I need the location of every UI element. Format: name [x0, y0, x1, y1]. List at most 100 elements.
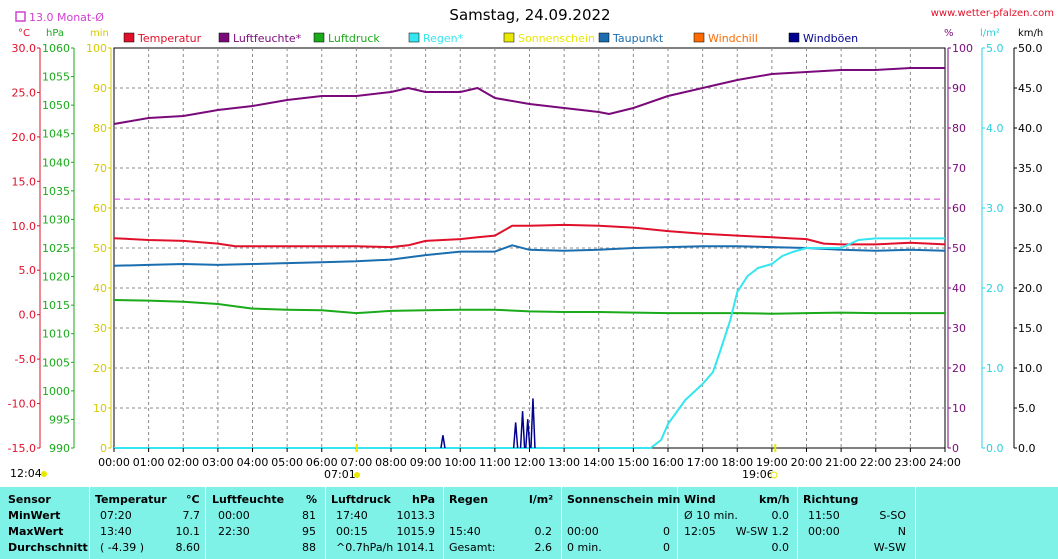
right-axis-tick-label: 80: [952, 122, 966, 135]
stat-h-val: 81: [302, 509, 316, 522]
left-axis-tick-label: 1050: [42, 99, 70, 112]
stat-w-time: Ø 10 min.: [684, 509, 738, 522]
header-wind: Wind: [684, 493, 716, 506]
right-axis-tick-label: 40.0: [1018, 122, 1043, 135]
stat-s-val: 0: [663, 541, 670, 554]
legend-swatch: [503, 32, 515, 43]
divider: [915, 487, 916, 559]
left-axis-unit: °C: [18, 28, 30, 39]
x-axis-tick-label: 23:00: [895, 456, 927, 469]
header-temperature-unit: °C: [186, 493, 200, 506]
legend-label: Taupunkt: [612, 32, 664, 45]
stat-w-val: W-SW 1.2: [735, 525, 789, 538]
divider: [797, 487, 798, 559]
statistics-table: Sensor Temperatur °C Luftfeuchte % Luftd…: [0, 487, 1058, 559]
stat-h-time: 00:00: [218, 509, 250, 522]
left-axis-unit: min: [90, 28, 109, 39]
header-humidity: Luftfeuchte: [212, 493, 285, 506]
right-axis-tick-label: 10: [952, 402, 966, 415]
left-axis-tick-label: 60: [93, 202, 107, 215]
x-axis-tick-label: 09:00: [410, 456, 442, 469]
stat-t-time: 07:20: [100, 509, 132, 522]
stat-h-time: 22:30: [218, 525, 250, 538]
left-axis-tick-label: -10.0: [8, 398, 36, 411]
right-axis-tick-label: 90: [952, 82, 966, 95]
stat-label: MaxWert: [8, 525, 64, 538]
left-axis-tick-label: 50: [93, 242, 107, 255]
x-axis-tick-label: 21:00: [825, 456, 857, 469]
divider: [205, 487, 206, 559]
weather-chart: °C 30.0 25.0 20.0 15.0 10.0 5.0 0.0 -5.0 -10.0 -15…: [7, 6, 1054, 481]
stat-t-time: 13:40: [100, 525, 132, 538]
x-axis-tick-label: 24:00: [929, 456, 961, 469]
divider: [89, 487, 90, 559]
series-line-taupunkt: [113, 244, 946, 267]
series-line-regen: [114, 237, 945, 449]
legend-label: Sonnenschein: [518, 32, 595, 45]
header-sensor: Sensor: [8, 493, 51, 506]
right-axis-tick-label: 1.0: [986, 362, 1004, 375]
stat-r-val: 0.2: [534, 525, 553, 538]
x-axis-tick-label: 06:00: [306, 456, 338, 469]
legend-swatch: [123, 32, 135, 43]
windboeen-spike: [512, 422, 519, 449]
stat-s-time: 00:00: [567, 525, 599, 538]
x-axis-tick-label: 18:00: [721, 456, 753, 469]
left-axis-tick-label: 1045: [42, 128, 70, 141]
sunset-icon: [770, 471, 778, 479]
daylength-label: 12:04: [10, 467, 42, 480]
left-axis-tick-label: 1010: [42, 328, 70, 341]
right-axis-tick-label: 10.0: [1018, 362, 1043, 375]
stat-w-val: 0.0: [771, 509, 790, 522]
header-pressure-unit: hPa: [412, 493, 436, 506]
x-axis-tick-label: 14:00: [583, 456, 615, 469]
left-axis-tick-label: 1025: [42, 242, 70, 255]
divider: [443, 487, 444, 559]
left-axis-tick-label: 5.0: [19, 264, 37, 277]
sun-icon: [41, 471, 47, 477]
right-axis-tick-label: 20: [952, 362, 966, 375]
right-axis-tick-label: 50: [952, 242, 966, 255]
left-axis-tick-label: 70: [93, 162, 107, 175]
stat-r-time: Gesamt:: [449, 541, 496, 554]
right-axis-tick-label: 2.0: [986, 282, 1004, 295]
legend-label: Luftdruck: [328, 32, 380, 45]
stat-t-val: 8.60: [175, 541, 201, 554]
header-temperature: Temperatur: [95, 493, 167, 506]
right-axis-tick-label: 5.0: [986, 42, 1004, 55]
right-axis-tick-label: 60: [952, 202, 966, 215]
right-axis-tick-label: 45.0: [1018, 82, 1043, 95]
left-axis-tick-label: 990: [49, 442, 70, 455]
x-axis-tick-label: 13:00: [548, 456, 580, 469]
stat-s-time: 0 min.: [567, 541, 602, 554]
stat-d-time: 00:00: [808, 525, 840, 538]
right-axis-tick-label: 15.0: [1018, 322, 1043, 335]
x-axis-tick-label: 20:00: [791, 456, 823, 469]
right-axis-tick-label: 100: [952, 42, 973, 55]
header-humidity-unit: %: [306, 493, 318, 506]
series-layer: [113, 67, 946, 449]
stat-p-val: 1014.1: [396, 541, 436, 554]
series-line-temperatur: [113, 223, 946, 249]
site-link[interactable]: www.wetter-pfalzen.com: [931, 8, 1054, 19]
right-axis-tick-label: 5.0: [1018, 402, 1036, 415]
header-rain: Regen: [449, 493, 489, 506]
stat-s-val: 0: [663, 525, 670, 538]
monthly-avg-icon: [15, 11, 26, 22]
right-axis-tick-label: 3.0: [986, 202, 1004, 215]
x-axis-tick-label: 05:00: [271, 456, 303, 469]
left-axis-tick-label: 10.0: [12, 220, 37, 233]
axes-layer: °C 30.0 25.0 20.0 15.0 10.0 5.0 0.0 -5.0 -10.0 -15…: [8, 28, 1044, 469]
header-rain-unit: l/m²: [529, 493, 554, 506]
header-sunshine: Sonnenschein min: [567, 493, 681, 506]
monthly-avg-label: 13.0 Monat-Ø: [29, 11, 104, 24]
left-axis-unit: hPa: [46, 28, 64, 39]
legend-swatch: [313, 32, 325, 43]
stat-p-time: 17:40: [336, 509, 368, 522]
left-axis-tick-label: 10: [93, 402, 107, 415]
stat-p-val: 1013.3: [396, 509, 436, 522]
left-axis-tick-label: -15.0: [8, 442, 36, 455]
left-axis-tick-label: 1040: [42, 156, 70, 169]
x-axis-tick-label: 19:00: [756, 456, 788, 469]
right-axis-tick-label: 30.0: [1018, 202, 1043, 215]
